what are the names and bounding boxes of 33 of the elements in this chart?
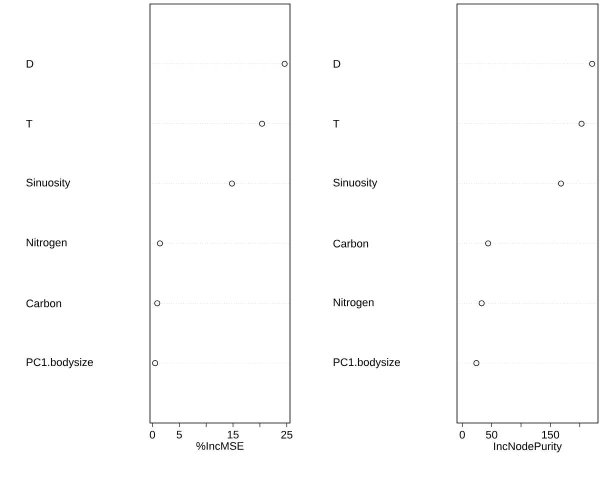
point (152, 360, 158, 366)
y-tick-label: Nitrogen (26, 238, 67, 249)
point (473, 360, 480, 366)
x-tick-label: 0 (460, 430, 465, 439)
point (157, 240, 163, 246)
point (229, 180, 235, 187)
x-tick-label: 0 (150, 430, 156, 439)
y-tick-label: Sinuosity (333, 178, 378, 189)
point (578, 120, 585, 127)
x-tick-label: 5 (176, 430, 182, 438)
y-tick-label: Nitrogen (334, 298, 374, 308)
y-tick-label: PC1.bodysize (26, 358, 93, 368)
y-tick-label: D (334, 60, 340, 68)
y-tick-label: T (333, 120, 340, 128)
x-tick-label: 150 (542, 430, 560, 439)
point (259, 120, 266, 127)
y-tick-label: D (26, 60, 34, 68)
y-tick-label: PC1.bodysize (334, 358, 400, 368)
y-tick-label: T (26, 120, 32, 128)
point (154, 300, 160, 306)
y-tick-label: Sinuosity (26, 178, 70, 189)
x-axis-title: IncNodePurity (494, 442, 562, 452)
x-tick-label: 50 (486, 430, 498, 439)
x-tick-label: 15 (228, 430, 239, 438)
y-tick-label: Carbon (26, 299, 62, 308)
point (589, 60, 596, 67)
x-axis-title: %IncMSE (196, 442, 244, 450)
point (478, 300, 485, 306)
point (282, 60, 288, 67)
x-tick-label: 25 (281, 430, 292, 439)
point (558, 180, 564, 187)
point (485, 240, 492, 246)
y-tick-label: Carbon (333, 239, 368, 248)
